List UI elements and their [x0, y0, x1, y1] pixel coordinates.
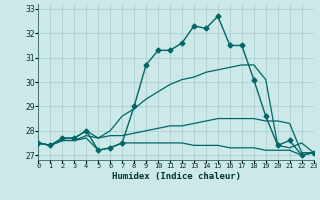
X-axis label: Humidex (Indice chaleur): Humidex (Indice chaleur) — [111, 172, 241, 181]
